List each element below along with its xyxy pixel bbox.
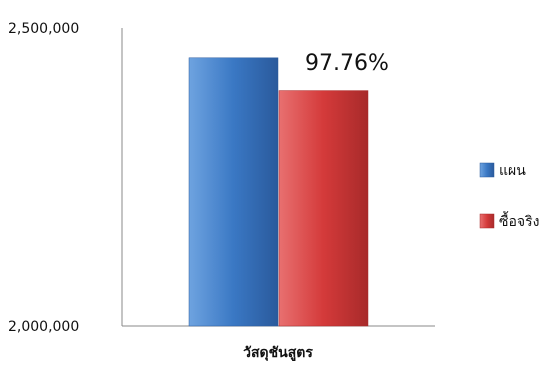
legend-label-plan: แผน <box>499 163 526 179</box>
x-category-label: วัสดุชันสูตร <box>243 345 313 361</box>
legend: แผน ซื้อจริง <box>479 162 539 230</box>
legend-label-actual: ซื้อจริง <box>499 211 539 230</box>
legend-swatch-actual <box>479 213 495 229</box>
y-tick-label-min: 2,000,000 <box>8 319 79 335</box>
y-tick-label-max: 2,500,000 <box>8 21 79 37</box>
bar-plan <box>188 57 279 327</box>
legend-swatch-plan <box>479 162 495 178</box>
percent-annotation: 97.76% <box>305 51 389 76</box>
bar-actual <box>278 90 369 327</box>
